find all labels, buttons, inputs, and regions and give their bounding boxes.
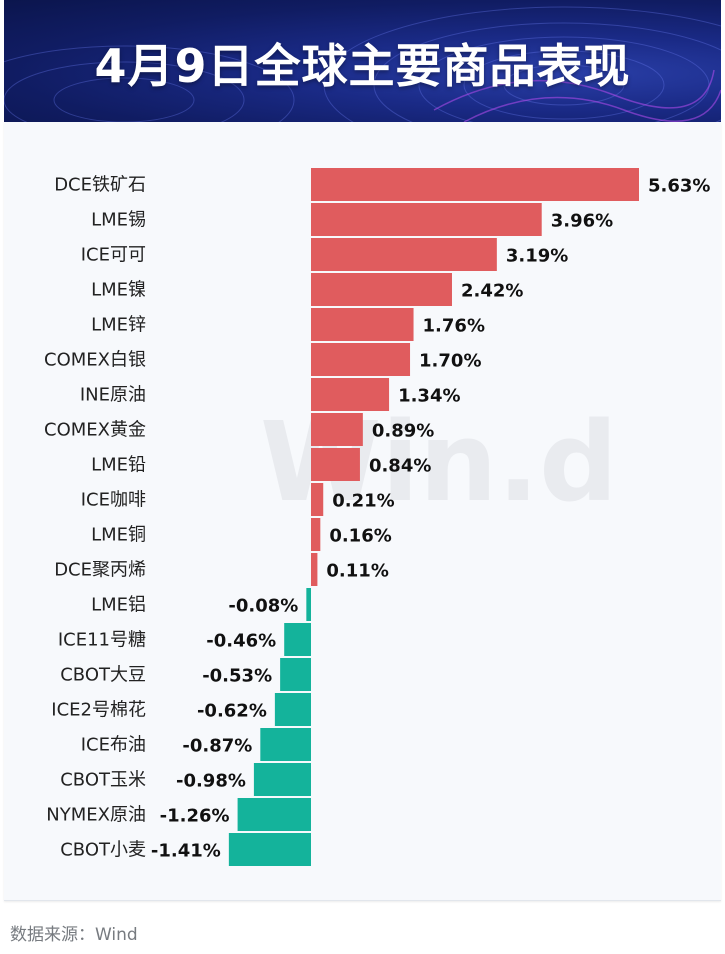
value-label: 0.16% bbox=[329, 526, 391, 547]
bar-9 bbox=[311, 448, 360, 481]
value-label: -0.46% bbox=[206, 631, 276, 652]
header-banner: 4月9日全球主要商品表现 bbox=[4, 0, 721, 122]
value-label: 1.34% bbox=[398, 386, 460, 407]
category-label: ICE可可 bbox=[81, 245, 146, 266]
category-label: LME铅 bbox=[91, 455, 146, 476]
bar-15 bbox=[280, 658, 311, 691]
category-label: DCE铁矿石 bbox=[54, 175, 146, 196]
bar-13 bbox=[306, 588, 311, 621]
value-label: 3.96% bbox=[551, 211, 613, 232]
value-label: 3.19% bbox=[506, 246, 568, 267]
category-label: CBOT大豆 bbox=[60, 665, 146, 686]
value-label: -0.62% bbox=[197, 701, 267, 722]
value-label: -1.41% bbox=[151, 841, 221, 862]
bar-16 bbox=[274, 693, 311, 726]
contour-lines-decoration bbox=[4, 6, 721, 122]
bar-8 bbox=[311, 413, 363, 446]
bar-5 bbox=[311, 308, 414, 341]
category-label: INE原油 bbox=[80, 385, 146, 406]
category-label: CBOT玉米 bbox=[60, 770, 146, 791]
bar-17 bbox=[260, 728, 311, 761]
value-label: 5.63% bbox=[648, 176, 710, 197]
bar-6 bbox=[311, 343, 411, 376]
category-label: ICE2号棉花 bbox=[51, 700, 146, 721]
value-label: -1.26% bbox=[160, 806, 230, 827]
category-label: COMEX白银 bbox=[44, 350, 146, 371]
category-label: COMEX黄金 bbox=[44, 420, 146, 441]
bar-18 bbox=[253, 763, 311, 796]
bar-1 bbox=[311, 168, 639, 201]
value-label: 0.89% bbox=[372, 421, 434, 442]
value-label: 0.21% bbox=[332, 491, 394, 512]
bar-4 bbox=[311, 273, 452, 306]
value-label: -0.98% bbox=[176, 771, 246, 792]
source-note: 数据来源：Wind bbox=[10, 925, 138, 945]
bar-10 bbox=[311, 483, 324, 516]
value-label: 0.11% bbox=[326, 561, 388, 582]
category-label: LME铝 bbox=[91, 595, 146, 616]
category-label: LME镍 bbox=[91, 280, 146, 301]
bar-19 bbox=[237, 798, 311, 831]
category-label: DCE聚丙烯 bbox=[54, 560, 146, 581]
category-label: CBOT小麦 bbox=[60, 840, 146, 861]
category-label: LME锌 bbox=[91, 315, 146, 336]
value-label: 2.42% bbox=[461, 281, 523, 302]
chart-panel: Win.d DCE铁矿石 5.63% LME锡 3.96% ICE可可 3.19% LME镍 2… bbox=[4, 122, 721, 901]
value-label: -0.08% bbox=[228, 596, 298, 617]
bar-14 bbox=[284, 623, 311, 656]
bar-2 bbox=[311, 203, 542, 236]
category-label: LME锡 bbox=[91, 210, 146, 231]
value-label: 1.76% bbox=[423, 316, 485, 337]
value-label: -0.53% bbox=[202, 666, 272, 687]
value-label: 1.70% bbox=[419, 351, 481, 372]
bar-12 bbox=[311, 553, 318, 586]
page-title: 4月9日全球主要商品表现 bbox=[94, 39, 631, 93]
value-label: -0.87% bbox=[182, 736, 252, 757]
bar-20 bbox=[228, 833, 311, 866]
bar-7 bbox=[311, 378, 390, 411]
category-label: NYMEX原油 bbox=[46, 805, 146, 826]
value-label: 0.84% bbox=[369, 456, 431, 477]
category-label: ICE咖啡 bbox=[81, 490, 146, 511]
category-label: ICE布油 bbox=[81, 735, 146, 756]
bar-11 bbox=[311, 518, 321, 551]
category-label: ICE11号糖 bbox=[58, 630, 146, 651]
bar-3 bbox=[311, 238, 497, 271]
category-label: LME铜 bbox=[91, 525, 146, 546]
